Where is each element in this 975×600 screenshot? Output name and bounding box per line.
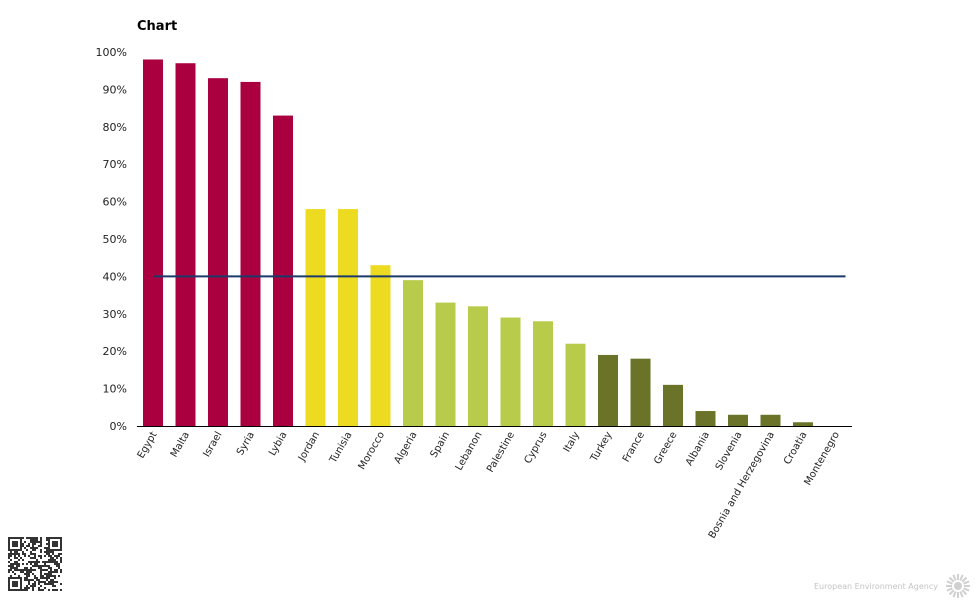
bar-egypt bbox=[143, 59, 163, 426]
bar-france bbox=[630, 358, 651, 426]
x-tick-label: Italy bbox=[562, 430, 582, 454]
x-tick-label: Syria bbox=[235, 430, 257, 457]
eea-sun-icon bbox=[945, 574, 970, 598]
bar-italy bbox=[565, 343, 586, 426]
y-tick-label: 50% bbox=[103, 233, 127, 246]
bar-greece bbox=[663, 384, 683, 426]
qr-code-icon bbox=[8, 537, 62, 591]
y-tick-label: 20% bbox=[103, 345, 127, 358]
x-tick-label: France bbox=[621, 430, 647, 464]
bar-israel bbox=[208, 78, 228, 427]
y-tick-label: 40% bbox=[103, 270, 127, 283]
y-tick-label: 10% bbox=[103, 383, 127, 396]
bar-morocco bbox=[370, 265, 391, 426]
x-tick-label: Croatia bbox=[782, 430, 810, 467]
bar-jordan bbox=[305, 209, 326, 426]
y-axis: 0% 10% 20% 30% 40% 50% 60% 70% 80% 90% 100% bbox=[96, 46, 127, 433]
x-tick-label: Slovenia bbox=[714, 430, 745, 472]
bar-lebanon bbox=[468, 306, 488, 426]
x-tick-label: Jordan bbox=[296, 430, 322, 464]
x-tick-label: Montenegro bbox=[803, 430, 843, 487]
y-tick-label: 90% bbox=[103, 83, 127, 96]
x-tick-label: Greece bbox=[652, 430, 679, 466]
bar-turkey bbox=[598, 354, 618, 426]
x-tick-label: Lebanon bbox=[454, 430, 485, 473]
x-tick-label: Tunisia bbox=[327, 430, 354, 466]
y-tick-label: 70% bbox=[103, 158, 127, 171]
bars bbox=[143, 59, 813, 427]
y-tick-label: 0% bbox=[110, 420, 127, 433]
bar-slovenia bbox=[728, 414, 748, 426]
bar-spain bbox=[435, 302, 456, 426]
bar-cyprus bbox=[533, 321, 553, 426]
chart-title: Chart bbox=[137, 19, 178, 34]
bar-bosnia-and-herzegovina bbox=[760, 414, 781, 426]
x-tick-label: Algeria bbox=[393, 430, 420, 466]
bar-malta bbox=[175, 63, 196, 426]
y-tick-label: 30% bbox=[103, 308, 127, 321]
x-tick-label: Turkey bbox=[588, 430, 614, 465]
agency-name: European Environment Agency bbox=[814, 581, 938, 591]
x-tick-label: Spain bbox=[429, 430, 453, 460]
x-tick-label: Egypt bbox=[136, 430, 160, 461]
x-tick-label: Cyprus bbox=[523, 430, 550, 466]
bar-croatia bbox=[793, 422, 813, 426]
bar-albania bbox=[695, 411, 716, 426]
x-tick-label: Israel bbox=[201, 430, 224, 459]
y-tick-label: 60% bbox=[103, 196, 127, 209]
y-tick-label: 80% bbox=[103, 121, 127, 134]
x-tick-label: Lybia bbox=[267, 430, 289, 458]
bar-palestine bbox=[500, 317, 521, 426]
bar-syria bbox=[240, 81, 261, 427]
x-axis: Egypt Malta Israel Syria Lybia Jordan Tunisia M… bbox=[136, 426, 852, 541]
x-tick-label: Palestine bbox=[485, 430, 517, 475]
eea-logo: European Environment Agency bbox=[814, 572, 972, 600]
y-tick-label: 100% bbox=[96, 46, 127, 59]
x-tick-label: Morocco bbox=[357, 430, 387, 472]
x-tick-label: Malta bbox=[169, 430, 192, 459]
x-tick-label: Albania bbox=[684, 430, 712, 468]
bar-tunisia bbox=[338, 209, 358, 426]
bar-algeria bbox=[403, 280, 423, 426]
bar-lybia bbox=[273, 115, 293, 426]
x-tick-label: Bosnia and Herzegovina bbox=[707, 430, 777, 541]
